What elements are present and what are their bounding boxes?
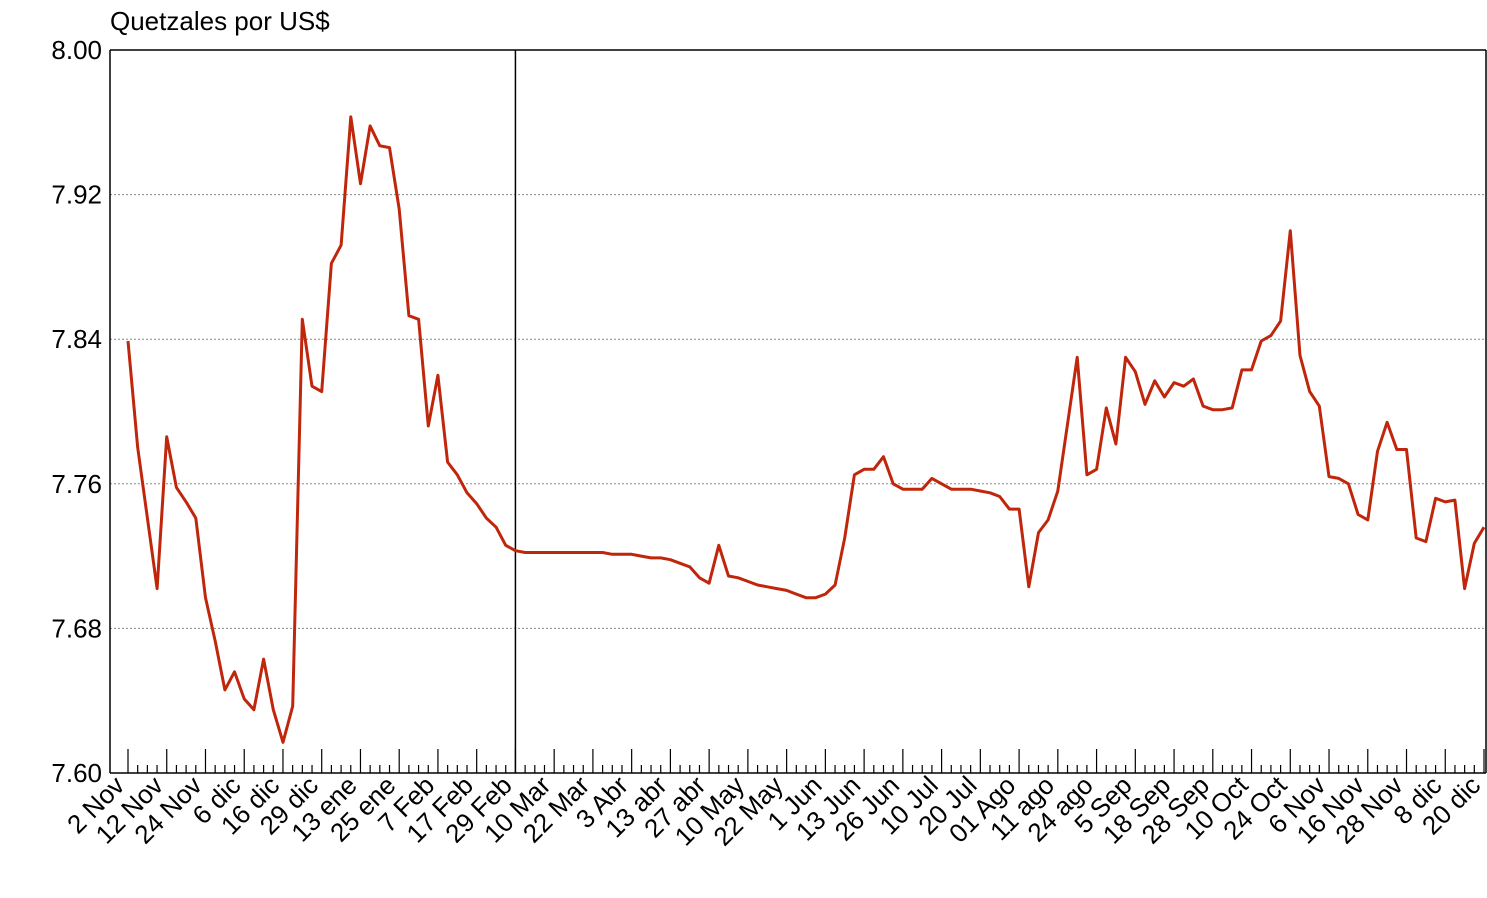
y-tick-label: 7.84 bbox=[51, 324, 102, 354]
y-tick-label: 7.60 bbox=[51, 758, 102, 788]
y-tick-label: 7.92 bbox=[51, 180, 102, 210]
y-tick-label: 7.68 bbox=[51, 613, 102, 643]
y-tick-label: 7.76 bbox=[51, 469, 102, 499]
chart-title: Quetzales por US$ bbox=[110, 6, 330, 36]
y-tick-label: 8.00 bbox=[51, 35, 102, 65]
line-series bbox=[126, 115, 1486, 744]
